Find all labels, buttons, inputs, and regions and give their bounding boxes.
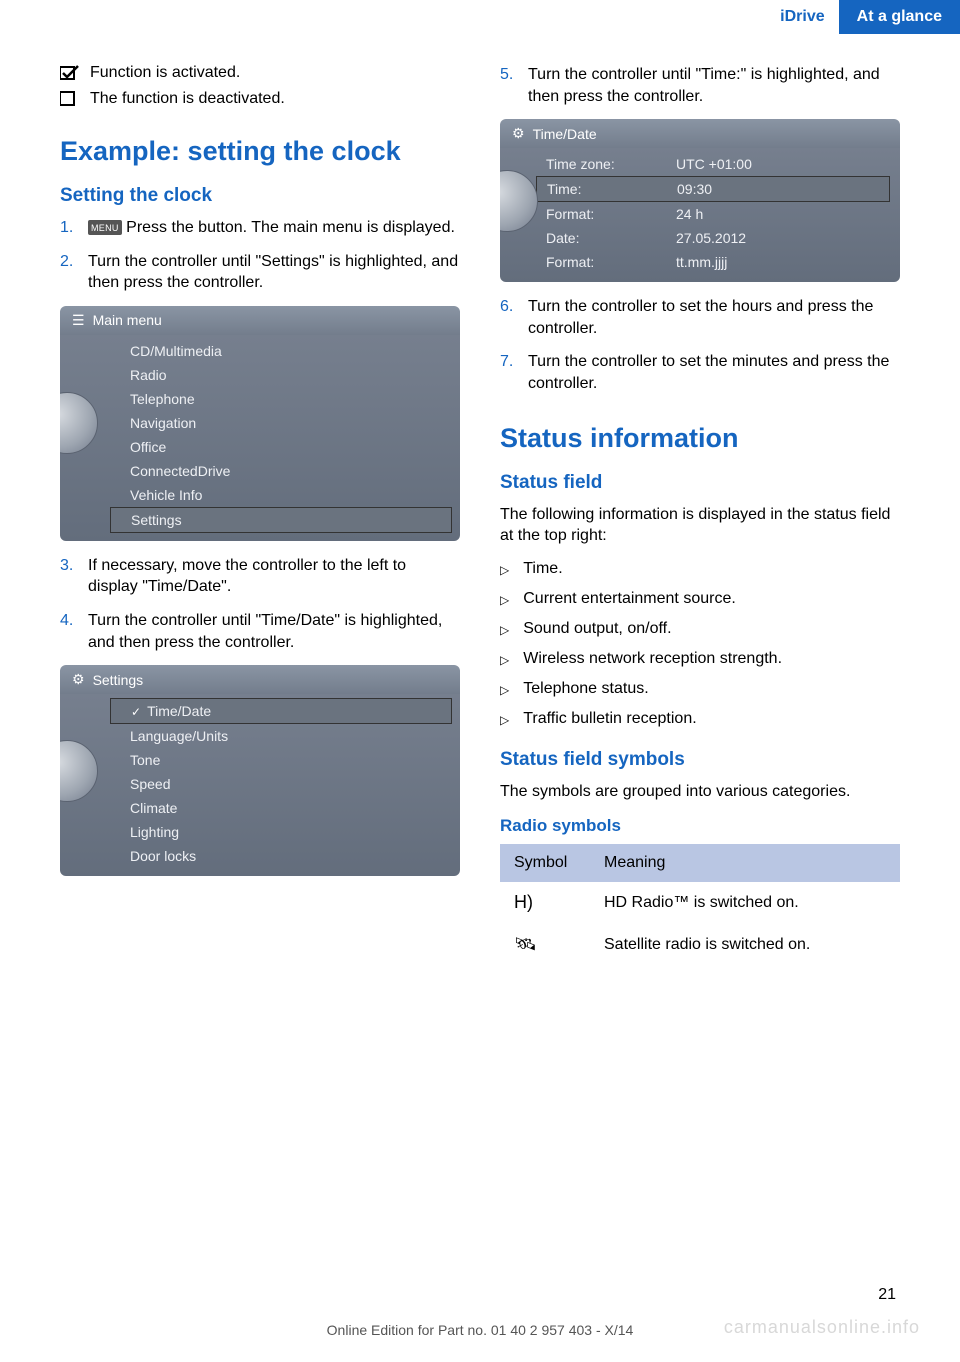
right-column: 5. Turn the controller until "Time:" is … [500,64,900,966]
list-item: Traffic bulletin reception. [500,707,900,731]
menu-item: Navigation [60,411,460,435]
step-5-text: Turn the controller until "Time:" is hig… [528,64,900,107]
radio-symbols-table: Symbol Meaning H)HD Radio™ is switched o… [500,844,900,966]
status-intro-text: The following information is displayed i… [500,504,900,547]
status-field-list: Time. Current entertainment source. Sound … [500,557,900,731]
screenshot-main-menu: ☰Main menu CD/MultimediaRadioTelephoneNa… [60,306,460,541]
menu-item: Time:09:30 [536,176,890,202]
step-7-text: Turn the controller to set the minutes a… [528,351,900,394]
step-1-body: MENU Press the button. The main menu is … [88,217,455,239]
step-4-number: 4. [60,610,78,653]
menu-item: Date:27.05.2012 [500,226,900,250]
step-3-number: 3. [60,555,78,598]
left-column: Function is activated. The function is d… [60,64,460,966]
step-1: 1. MENU Press the button. The main menu … [60,217,460,239]
step-4-text: Turn the controller until "Time/Date" is… [88,610,460,653]
menu-item: ConnectedDrive [60,459,460,483]
checkbox-checked-icon [60,65,80,81]
menu-item: Radio [60,363,460,387]
menu-item: Door locks [60,844,460,868]
table-head-meaning: Meaning [590,844,900,882]
menu-item: ✓Time/Date [110,698,452,724]
menu-item: Format:24 h [500,202,900,226]
heading-radio-symbols: Radio symbols [500,816,900,836]
menu-item: Format:tt.mm.jjjj [500,250,900,274]
step-2: 2. Turn the controller until "Settings" … [60,251,460,294]
step-3: 3. If necessary, move the controller to … [60,555,460,598]
step-1-text: Press the button. The main menu is displ… [122,219,455,236]
menu-item: Time zone:UTC +01:00 [500,152,900,176]
menu-item: Climate [60,796,460,820]
page-number: 21 [878,1286,896,1304]
symbol-cell: 🛰 [500,924,590,966]
step-3-text: If necessary, move the controller to the… [88,555,460,598]
menu-item: Settings [110,507,452,533]
meaning-cell: HD Radio™ is switched on. [590,882,900,924]
symbols-intro-text: The symbols are grouped into various cat… [500,781,900,803]
symbol-cell: H) [500,882,590,924]
heading-status-information: Status information [500,423,900,454]
heading-status-field: Status field [500,472,900,494]
list-item: Time. [500,557,900,581]
table-head-symbol: Symbol [500,844,590,882]
step-1-number: 1. [60,217,78,239]
screenshot-time-date: ⚙Time/Date Time zone:UTC +01:00Time:09:3… [500,119,900,282]
menu-button-icon: MENU [88,220,122,235]
menu-item: Tone [60,748,460,772]
heading-example: Example: setting the clock [60,136,460,167]
list-item: Wireless network reception strength. [500,647,900,671]
header-section-right: At a glance [839,0,960,34]
list-item: Telephone status. [500,677,900,701]
header-section-left: iDrive [766,0,838,34]
menu-item: Vehicle Info [60,483,460,507]
function-deactivated-text: The function is deactivated. [90,90,285,108]
step-6: 6. Turn the controller to set the hours … [500,296,900,339]
menu-item: CD/Multimedia [60,339,460,363]
footer-text: Online Edition for Part no. 01 40 2 957 … [0,1322,960,1338]
heading-setting-clock: Setting the clock [60,185,460,207]
screen2-title: ⚙Settings [60,665,460,694]
menu-item: Language/Units [60,724,460,748]
list-item: Current entertainment source. [500,587,900,611]
step-4: 4. Turn the controller until "Time/Date"… [60,610,460,653]
menu-item: Lighting [60,820,460,844]
page-header: iDrive At a glance [0,0,960,34]
step-5: 5. Turn the controller until "Time:" is … [500,64,900,107]
function-activated-line: Function is activated. [60,64,460,82]
step-6-number: 6. [500,296,518,339]
menu-item: Telephone [60,387,460,411]
function-activated-text: Function is activated. [90,64,240,82]
screen1-title: ☰Main menu [60,306,460,335]
table-row: H)HD Radio™ is switched on. [500,882,900,924]
step-7-number: 7. [500,351,518,394]
list-item: Sound output, on/off. [500,617,900,641]
checkbox-empty-icon [60,91,80,107]
screen3-title: ⚙Time/Date [500,119,900,148]
meaning-cell: Satellite radio is switched on. [590,924,900,966]
step-6-text: Turn the controller to set the hours and… [528,296,900,339]
menu-item: Office [60,435,460,459]
step-5-number: 5. [500,64,518,107]
menu-item: Speed [60,772,460,796]
function-deactivated-line: The function is deactivated. [60,90,460,108]
step-7: 7. Turn the controller to set the minute… [500,351,900,394]
heading-status-symbols: Status field symbols [500,749,900,771]
step-2-number: 2. [60,251,78,294]
screenshot-settings: ⚙Settings ✓Time/DateLanguage/UnitsToneSp… [60,665,460,876]
table-row: 🛰Satellite radio is switched on. [500,924,900,966]
step-2-text: Turn the controller until "Settings" is … [88,251,460,294]
